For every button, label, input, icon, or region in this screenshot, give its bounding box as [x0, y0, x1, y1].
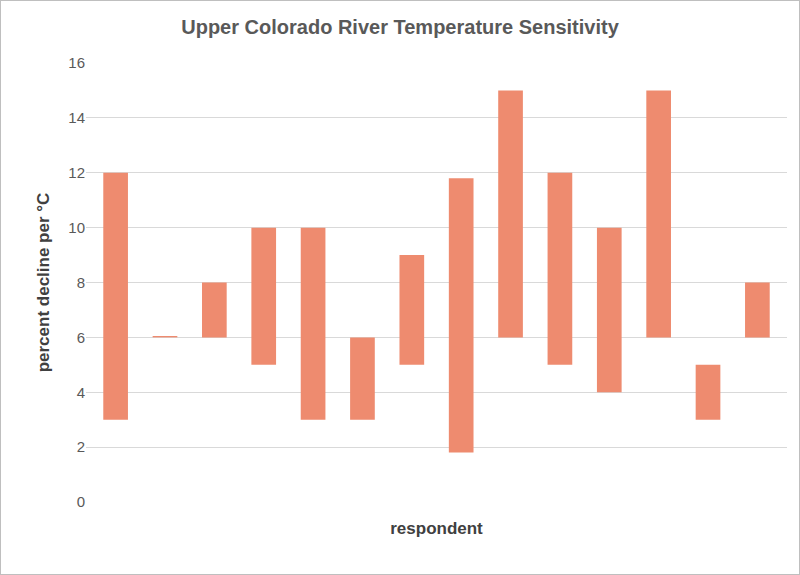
svg-text:16: 16 — [68, 54, 85, 71]
svg-text:6: 6 — [77, 329, 85, 346]
svg-text:10: 10 — [68, 219, 85, 236]
svg-text:8: 8 — [77, 274, 85, 291]
svg-text:respondent: respondent — [390, 519, 483, 538]
svg-text:Upper Colorado River Temperatu: Upper Colorado River Temperature Sensiti… — [181, 16, 619, 38]
svg-text:0: 0 — [77, 493, 85, 510]
svg-text:12: 12 — [68, 164, 85, 181]
svg-text:2: 2 — [77, 438, 85, 455]
svg-text:percent decline per °C: percent decline per °C — [34, 193, 53, 373]
svg-text:14: 14 — [68, 109, 85, 126]
svg-text:4: 4 — [77, 384, 85, 401]
